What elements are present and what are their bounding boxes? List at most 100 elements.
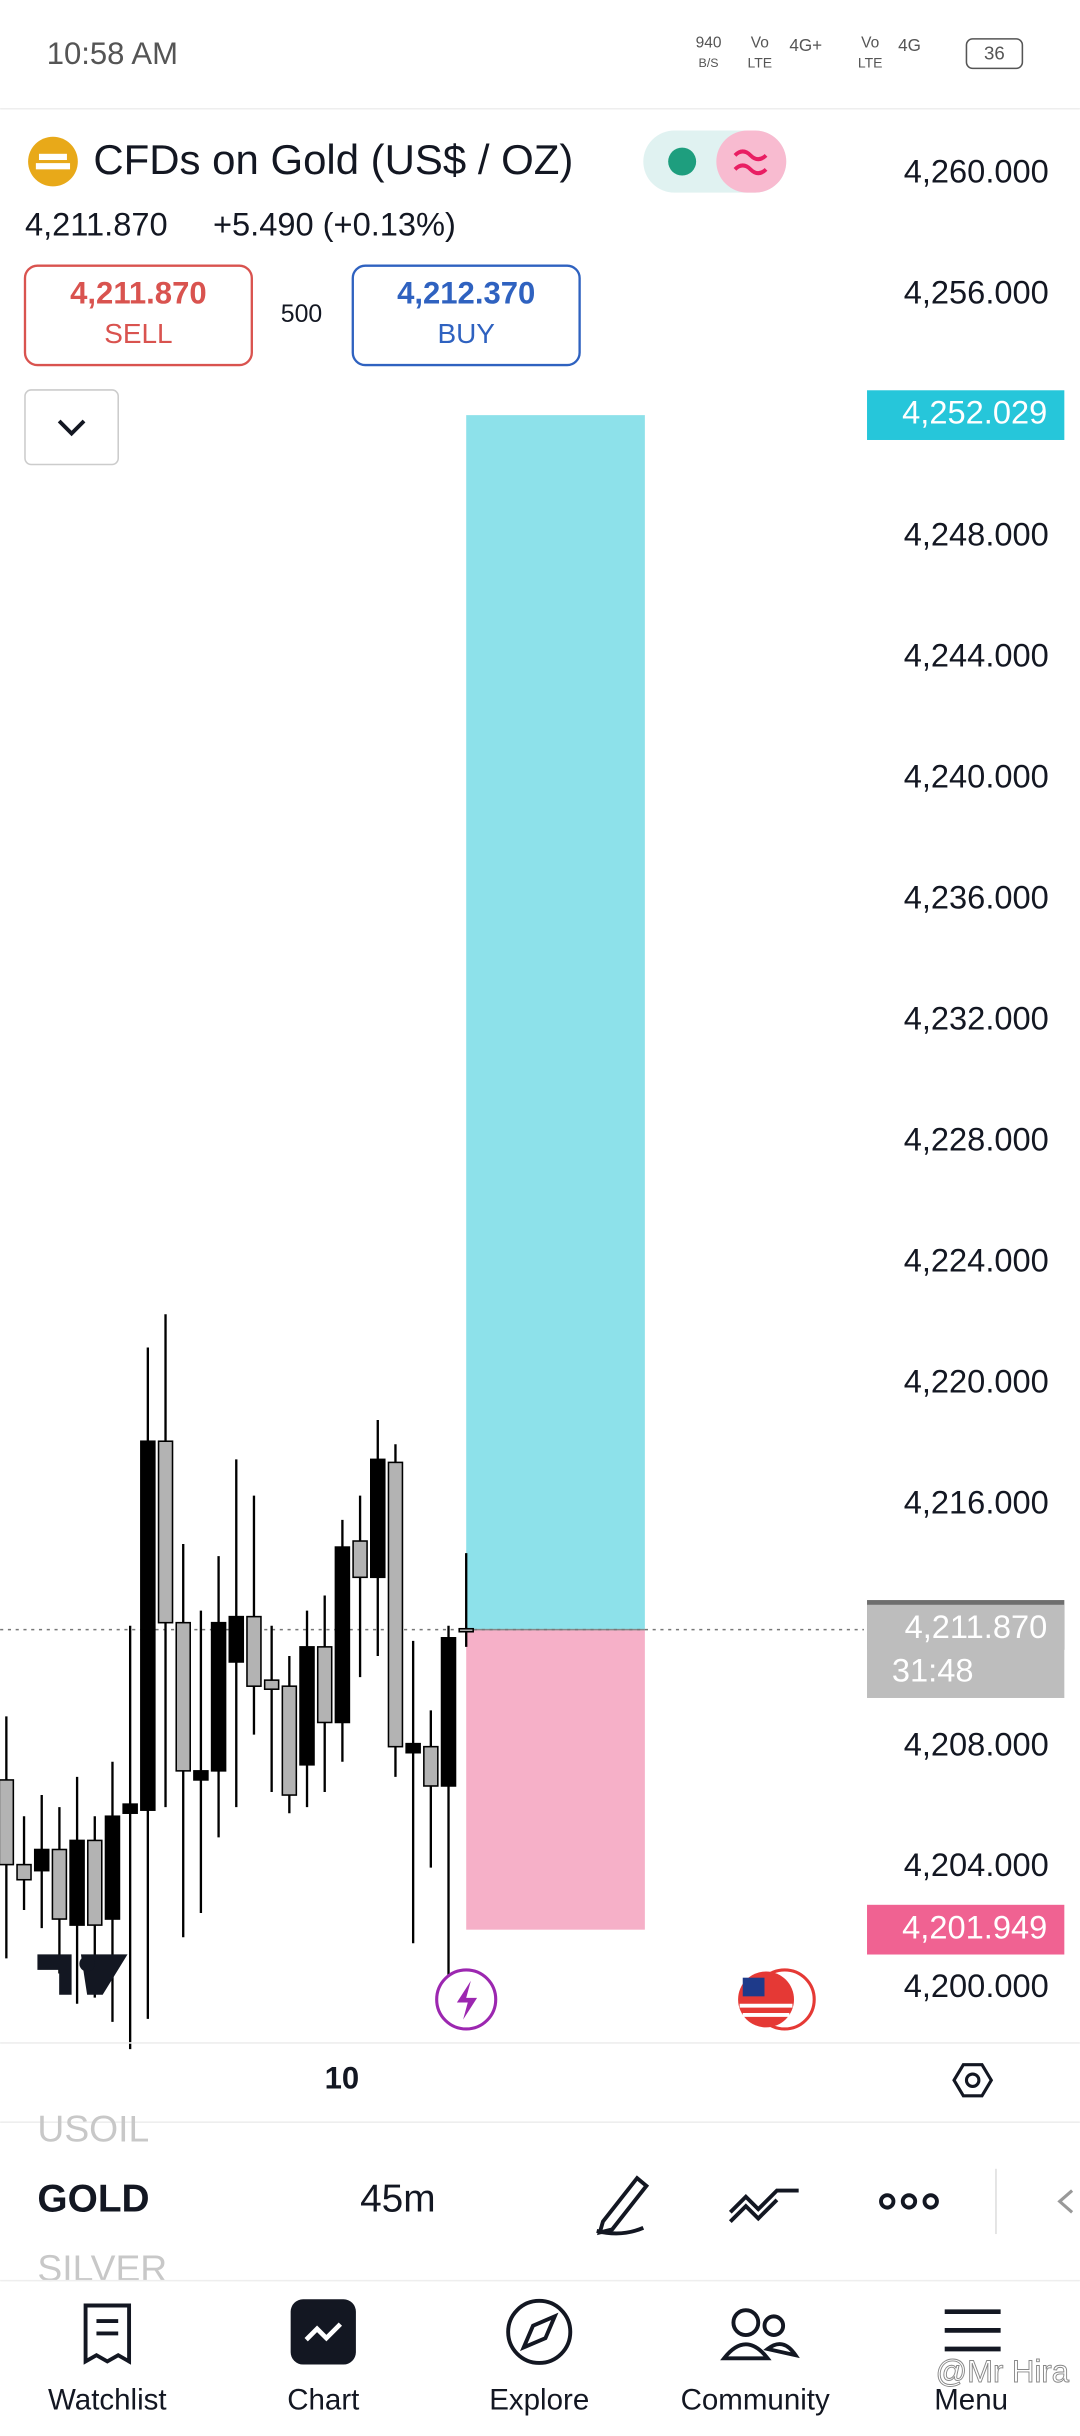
draw-icon[interactable] xyxy=(596,2175,650,2236)
y-tick-label: 4,240.000 xyxy=(904,758,1049,795)
nav-label[interactable]: Chart xyxy=(287,2384,359,2417)
y-tick-label: 4,204.000 xyxy=(904,1846,1049,1883)
status-speed: 940 xyxy=(696,35,722,52)
y-tick-label: 4,244.000 xyxy=(904,637,1049,674)
watchlist-icon[interactable] xyxy=(83,2303,132,2365)
candle-body xyxy=(0,1779,15,1866)
price-label: 4,211.870 xyxy=(905,1608,1048,1645)
chart-icon-line xyxy=(304,2322,343,2342)
gold-icon-bar xyxy=(38,153,67,161)
candle-body xyxy=(440,1637,457,1787)
price-label-bg xyxy=(867,1904,1065,1955)
candle-body xyxy=(246,1615,262,1687)
nav-label[interactable]: Watchlist xyxy=(48,2384,167,2417)
candle-body xyxy=(122,1803,138,1814)
chevron xyxy=(57,419,86,437)
candle-body xyxy=(69,1839,85,1926)
explore-needle xyxy=(519,2312,559,2352)
candle-body xyxy=(175,1621,191,1772)
nav-label[interactable]: Menu xyxy=(934,2384,1008,2417)
settings-icon[interactable] xyxy=(952,2063,994,2098)
nav-label[interactable]: Explore xyxy=(489,2384,589,2417)
status-net: 4G+ xyxy=(789,36,822,55)
battery xyxy=(965,38,1024,70)
status-net: LTE xyxy=(748,54,773,70)
interval[interactable]: 45m xyxy=(360,2178,436,2221)
community-icon[interactable] xyxy=(731,2308,761,2337)
candle-body xyxy=(352,1540,368,1579)
status-net: LTE xyxy=(858,54,883,70)
nav-label[interactable]: Community xyxy=(681,2384,830,2417)
tradingview-logo-dot xyxy=(79,1955,95,1972)
status-speed-unit: B/S xyxy=(699,56,719,70)
y-tick-label: 4,260.000 xyxy=(904,153,1049,190)
stop-zone xyxy=(466,1629,645,1930)
y-tick-label: 4,200.000 xyxy=(904,1967,1049,2004)
symbol-title: CFDs on Gold (US$ / OZ) xyxy=(93,136,573,183)
watermark: @Mr Hira xyxy=(936,2354,1070,2389)
candle-body xyxy=(33,1848,50,1872)
buy-price: 4,212.370 xyxy=(397,275,535,310)
candle-body xyxy=(51,1848,68,1920)
status-time: 10:58 AM xyxy=(47,36,178,71)
quantity[interactable]: 500 xyxy=(281,301,322,328)
wave-icon xyxy=(733,149,768,176)
price-label: 4,201.949 xyxy=(902,1908,1047,1945)
status-net: Vo xyxy=(751,35,769,52)
candle-body xyxy=(370,1458,386,1579)
y-tick-label: 4,236.000 xyxy=(904,878,1049,915)
candle-body xyxy=(140,1440,156,1811)
indicator-icon[interactable] xyxy=(728,2188,799,2223)
us-flag-canton xyxy=(742,1977,765,1997)
expand-button[interactable] xyxy=(24,389,119,466)
candle-body xyxy=(228,1615,245,1663)
y-tick-label: 4,248.000 xyxy=(904,516,1049,553)
us-flag-stripes xyxy=(739,2003,793,2017)
candle-body xyxy=(16,1863,32,1881)
symbol-item-active[interactable]: GOLD xyxy=(37,2178,149,2221)
y-tick-label: 4,208.000 xyxy=(904,1725,1049,1762)
community-icon-body xyxy=(720,2342,800,2361)
candle-body xyxy=(458,1627,474,1633)
battery-level: 36 xyxy=(984,42,1005,63)
candle-body xyxy=(423,1745,439,1787)
status-net: 4G xyxy=(898,36,921,55)
y-tick-label: 4,220.000 xyxy=(904,1362,1049,1399)
sell-button[interactable] xyxy=(23,264,253,367)
candle-body xyxy=(299,1646,315,1766)
price-change: +5.490 (+0.13%) xyxy=(213,205,456,242)
y-tick-label: 4,232.000 xyxy=(904,999,1049,1036)
menu-icon[interactable] xyxy=(944,2309,1001,2352)
pill-right xyxy=(716,130,787,193)
buy-label: BUY xyxy=(437,318,495,349)
candle-body xyxy=(281,1685,298,1796)
more-icon xyxy=(922,2193,939,2210)
market-open-dot xyxy=(668,147,697,176)
symbol-item[interactable]: USOIL xyxy=(37,2107,149,2149)
symbol-item[interactable]: SILVER xyxy=(37,2247,167,2289)
explore-icon[interactable] xyxy=(506,2298,573,2365)
settings-icon-center xyxy=(964,2072,981,2089)
price-label-bg xyxy=(867,390,1065,440)
collapse-icon[interactable] xyxy=(1057,2189,1074,2214)
candle-body xyxy=(316,1646,333,1724)
buy-button[interactable] xyxy=(351,264,581,367)
y-tick-label: 4,228.000 xyxy=(904,1120,1049,1157)
chart: 4,260.0004,256.0004,252.0004,248.0004,24… xyxy=(0,153,1065,2095)
last-price: 4,211.870 xyxy=(25,205,168,242)
countdown: 31:48 xyxy=(892,1652,974,1689)
y-tick-label: 4,224.000 xyxy=(904,1241,1049,1278)
community-icon xyxy=(762,2314,786,2337)
gold-icon-bar xyxy=(35,163,71,170)
candle-body xyxy=(104,1815,121,1920)
more-icon[interactable] xyxy=(879,2193,896,2210)
tradingview-logo xyxy=(37,1954,128,1995)
candle-body xyxy=(387,1461,404,1748)
candle-body xyxy=(87,1839,103,1926)
price-label: 4,252.029 xyxy=(902,394,1047,431)
sell-label: SELL xyxy=(104,318,172,349)
more-icon xyxy=(900,2193,918,2210)
x-tick-label: 10 xyxy=(325,2060,360,2095)
y-tick-label: 4,256.000 xyxy=(904,274,1049,311)
y-tick-label: 4,216.000 xyxy=(904,1483,1049,1520)
